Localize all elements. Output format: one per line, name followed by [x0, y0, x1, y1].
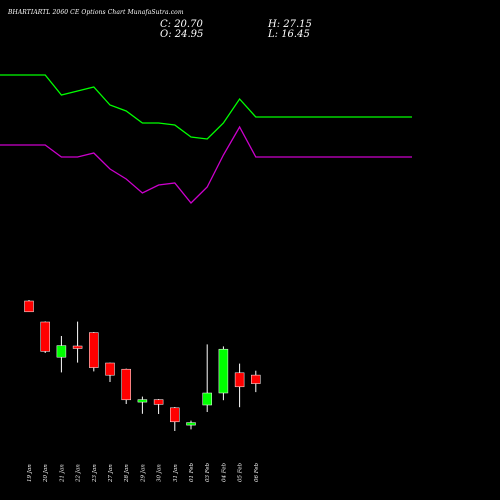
- candle-body: [72, 345, 83, 349]
- x-tick-label: 20 Jan: [43, 464, 49, 483]
- x-tick-label: 19 Jan: [27, 464, 33, 482]
- x-tick-label: 06 Feb: [254, 462, 260, 482]
- candle-body: [40, 321, 50, 352]
- x-tick-label: 23 Jan: [92, 464, 98, 483]
- x-tick-label: 29 Jan: [140, 464, 146, 483]
- candle-body: [251, 374, 261, 384]
- candle-body: [24, 300, 34, 313]
- candle-body: [186, 422, 196, 426]
- x-tick-label: 22 Jan: [76, 464, 82, 483]
- open-value: O: 24.95: [160, 29, 204, 40]
- candle-body: [137, 399, 148, 403]
- high-value: H: 27.15: [268, 19, 312, 30]
- candle-body: [153, 399, 164, 405]
- close-value: C: 20.70: [160, 19, 203, 30]
- x-tick-label: 04 Feb: [221, 462, 227, 482]
- x-tick-label: 01 Feb: [189, 462, 195, 482]
- x-tick-label: 05 Feb: [238, 462, 244, 482]
- candle-body: [234, 372, 245, 388]
- candle-body: [202, 392, 212, 406]
- candle-body: [121, 368, 131, 401]
- low-value: L: 16.45: [268, 29, 310, 40]
- x-tick-label: 28 Jan: [124, 464, 130, 483]
- x-tick-label: 27 Jan: [108, 464, 114, 483]
- candle-body: [218, 348, 229, 394]
- x-tick-label: 21 Jan: [59, 464, 65, 483]
- x-tick-label: 03 Feb: [205, 462, 211, 482]
- candle-body: [105, 362, 115, 376]
- candle-body: [89, 332, 99, 368]
- series-line-1: [0, 74, 412, 140]
- chart-title: BHARTIARTL 2060 CE Options Chart MunafaS…: [8, 9, 184, 16]
- x-tick-label: 31 Jan: [173, 464, 179, 482]
- candle-body: [56, 345, 67, 358]
- series-line-2: [0, 125, 412, 204]
- candle-body: [170, 407, 180, 423]
- x-tick-label: 30 Jan: [157, 464, 163, 482]
